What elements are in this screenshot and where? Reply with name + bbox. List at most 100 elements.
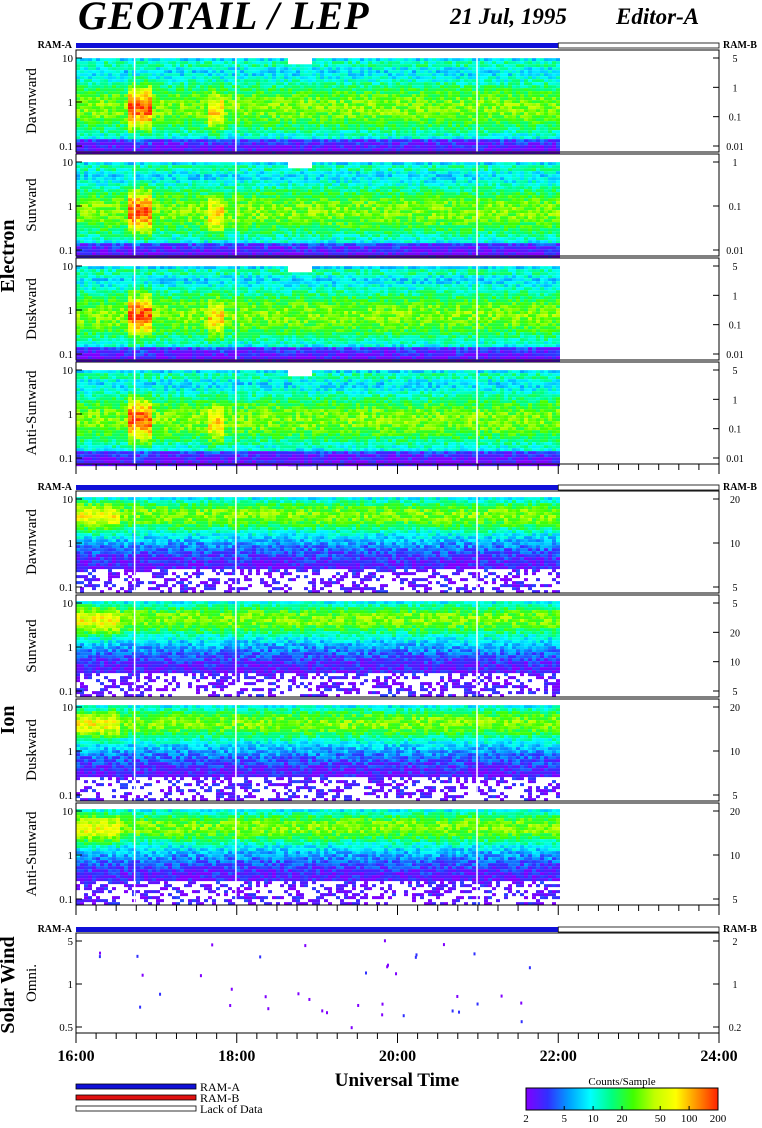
spectrogram-cell bbox=[408, 109, 412, 112]
spectrogram-cell bbox=[284, 88, 288, 91]
spectrogram-cell bbox=[220, 70, 224, 73]
spectrogram-cell bbox=[196, 148, 200, 151]
spectrogram-cell bbox=[392, 85, 396, 88]
spectrogram-cell bbox=[136, 58, 140, 61]
spectrogram-cell bbox=[328, 139, 332, 142]
spectrogram-cell bbox=[128, 82, 132, 85]
spectrogram-cell bbox=[96, 204, 100, 207]
spectrogram-cell bbox=[440, 121, 444, 124]
spectrogram-cell bbox=[264, 58, 268, 61]
spectrogram-cell bbox=[556, 121, 560, 124]
spectrogram-cell bbox=[116, 109, 120, 112]
spectrogram-cell bbox=[152, 121, 156, 124]
spectrogram-cell bbox=[540, 130, 544, 133]
spectrogram-cell bbox=[164, 118, 168, 121]
spectrogram-cell bbox=[88, 228, 92, 231]
spectrogram-cell bbox=[228, 106, 232, 109]
spectrogram-cell bbox=[368, 136, 372, 139]
spectrogram-cell bbox=[184, 103, 188, 106]
spectrogram-cell bbox=[520, 91, 524, 94]
spectrogram-cell bbox=[400, 112, 404, 115]
spectrogram-cell bbox=[528, 127, 532, 130]
spectrogram-cell bbox=[124, 210, 128, 213]
spectrogram-cell bbox=[532, 97, 536, 100]
spectrogram-cell bbox=[292, 148, 296, 151]
spectrogram-cell bbox=[116, 198, 120, 201]
spectrogram-cell bbox=[412, 142, 416, 145]
spectrogram-cell bbox=[368, 64, 372, 67]
spectrogram-cell bbox=[164, 127, 168, 130]
spectrogram-cell bbox=[472, 112, 476, 115]
spectrogram-cell bbox=[440, 115, 444, 118]
spectrogram-cell bbox=[276, 130, 280, 133]
spectrogram-cell bbox=[268, 139, 272, 142]
spectrogram-cell bbox=[284, 130, 288, 133]
spectrogram-cell bbox=[508, 73, 512, 76]
spectrogram-cell bbox=[284, 127, 288, 130]
spectrogram-cell bbox=[88, 243, 92, 246]
spectrogram-cell bbox=[400, 127, 404, 130]
spectrogram-cell bbox=[520, 100, 524, 103]
spectrogram-cell bbox=[292, 142, 296, 145]
spectrogram-cell bbox=[188, 79, 192, 82]
spectrogram-cell bbox=[120, 189, 124, 192]
spectrogram-cell bbox=[448, 112, 452, 115]
spectrogram-cell bbox=[276, 61, 280, 64]
spectrogram-cell bbox=[324, 97, 328, 100]
spectrogram-cell bbox=[512, 79, 516, 82]
spectrogram-cell bbox=[100, 67, 104, 70]
spectrogram-cell bbox=[80, 201, 84, 204]
spectrogram-cell bbox=[96, 210, 100, 213]
spectrogram-cell bbox=[100, 210, 104, 213]
spectrogram-cell bbox=[284, 121, 288, 124]
spectrogram-cell bbox=[92, 246, 96, 249]
spectrogram-cell bbox=[84, 234, 88, 237]
spectrogram-cell bbox=[204, 61, 208, 64]
spectrogram-cell bbox=[384, 130, 388, 133]
spectrogram-cell bbox=[252, 67, 256, 70]
spectrogram-cell bbox=[140, 79, 144, 82]
spectrogram-cell bbox=[280, 94, 284, 97]
spectrogram-cell bbox=[116, 127, 120, 130]
spectrogram-cell bbox=[484, 61, 488, 64]
spectrogram-cell bbox=[264, 148, 268, 151]
spectrogram-cell bbox=[400, 142, 404, 145]
spectrogram-cell bbox=[312, 70, 316, 73]
spectrogram-cell bbox=[108, 231, 112, 234]
spectrogram-cell bbox=[528, 148, 532, 151]
spectrogram-cell bbox=[88, 130, 92, 133]
spectrogram-cell bbox=[112, 103, 116, 106]
spectrogram-cell bbox=[344, 94, 348, 97]
spectrogram-cell bbox=[412, 82, 416, 85]
spectrogram-cell bbox=[356, 121, 360, 124]
spectrogram-cell bbox=[556, 100, 560, 103]
spectrogram-cell bbox=[264, 100, 268, 103]
spectrogram-cell bbox=[544, 142, 548, 145]
spectrogram-cell bbox=[148, 64, 152, 67]
spectrogram-cell bbox=[96, 246, 100, 249]
spectrogram-cell bbox=[396, 58, 400, 61]
spectrogram-cell bbox=[208, 88, 212, 91]
spectrogram-cell bbox=[100, 237, 104, 240]
spectrogram-cell bbox=[216, 127, 220, 130]
spectrogram-cell bbox=[436, 103, 440, 106]
spectrogram-cell bbox=[332, 100, 336, 103]
spectrogram-cell bbox=[144, 148, 148, 151]
spectrogram-cell bbox=[108, 64, 112, 67]
spectrogram-cell bbox=[180, 58, 184, 61]
spectrogram-cell bbox=[80, 252, 84, 255]
spectrogram-cell bbox=[344, 88, 348, 91]
spectrogram-cell bbox=[84, 213, 88, 216]
spectrogram-cell bbox=[284, 61, 288, 64]
spectrogram-cell bbox=[192, 82, 196, 85]
spectrogram-cell bbox=[224, 127, 228, 130]
spectrogram-cell bbox=[456, 115, 460, 118]
spectrogram-cell bbox=[368, 109, 372, 112]
spectrogram-cell bbox=[116, 61, 120, 64]
spectrogram-cell bbox=[364, 100, 368, 103]
spectrogram-cell bbox=[188, 64, 192, 67]
spectrogram-cell bbox=[220, 58, 224, 61]
spectrogram-cell bbox=[296, 76, 300, 79]
spectrogram-cell bbox=[328, 130, 332, 133]
spectrogram-cell bbox=[312, 142, 316, 145]
